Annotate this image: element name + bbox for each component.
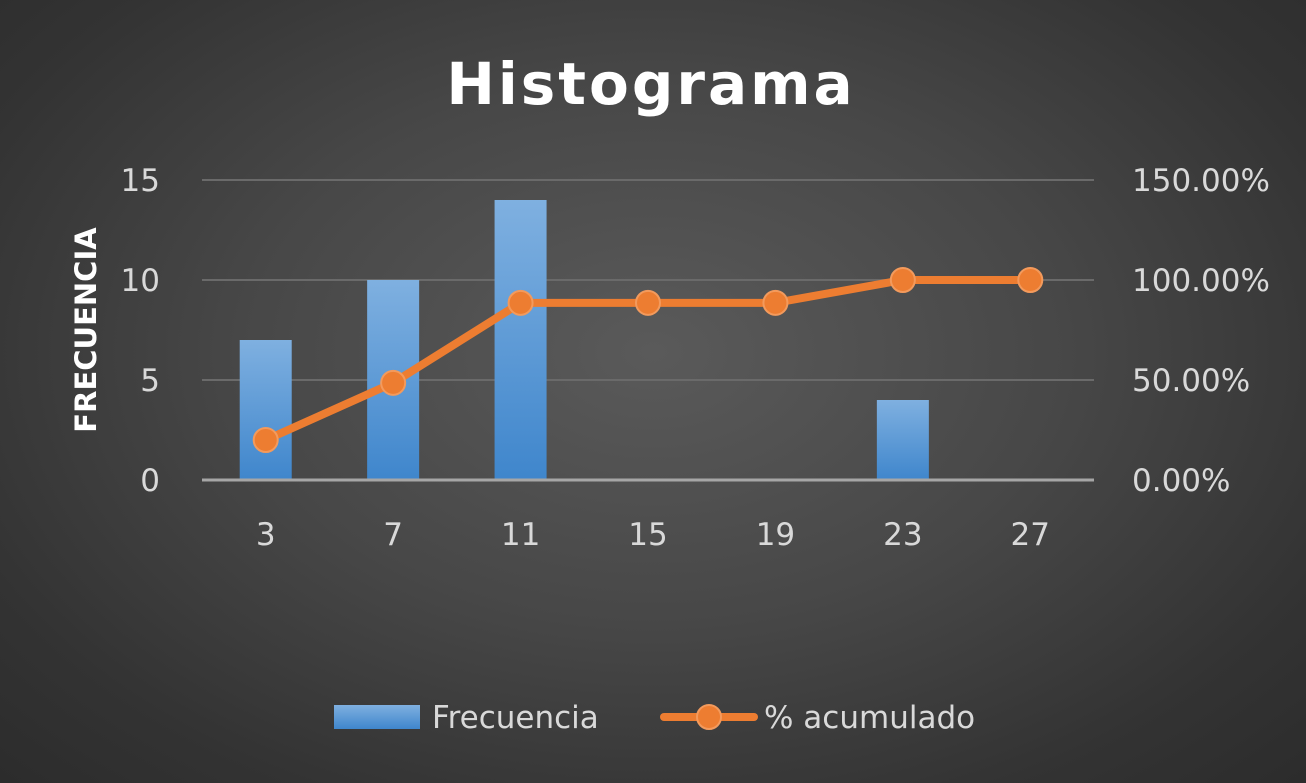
- legend-swatch-bar: [334, 705, 420, 729]
- line-point: [635, 289, 661, 316]
- y-axis-title: FRECUENCIA: [69, 227, 103, 433]
- line-point: [762, 289, 789, 316]
- line-point: [507, 289, 534, 316]
- y-tick-label: 10: [121, 263, 160, 299]
- legend: Frecuencia % acumulado: [334, 700, 975, 736]
- x-tick-label: 19: [756, 517, 795, 553]
- bar: [876, 400, 929, 480]
- y2-tick-label: 0.00%: [1132, 463, 1230, 499]
- legend-label-line: % acumulado: [764, 700, 975, 736]
- x-tick-label: 23: [883, 517, 922, 553]
- bar: [494, 200, 547, 480]
- legend-swatch-marker: [696, 704, 722, 730]
- y-tick-label: 5: [140, 363, 160, 399]
- line-point: [1017, 267, 1044, 293]
- chart-title: Histograma: [446, 50, 855, 118]
- line-series: [252, 267, 1044, 453]
- y2-tick-label: 150.00%: [1132, 163, 1270, 199]
- y2-tick-label: 50.00%: [1132, 363, 1250, 399]
- x-tick-label: 15: [628, 517, 667, 553]
- y-tick-label: 0: [140, 463, 160, 499]
- bar-series: [239, 200, 929, 480]
- legend-label-bar: Frecuencia: [432, 700, 599, 736]
- x-tick-label: 27: [1011, 517, 1050, 553]
- line-point: [252, 427, 279, 453]
- y2-tick-label: 100.00%: [1132, 263, 1270, 299]
- line-point: [889, 267, 916, 293]
- x-tick-label: 7: [383, 517, 403, 553]
- bar: [239, 340, 292, 480]
- x-tick-label: 11: [501, 517, 540, 553]
- y-tick-label: 15: [121, 163, 160, 199]
- x-tick-label: 3: [256, 517, 276, 553]
- line-point: [380, 369, 407, 396]
